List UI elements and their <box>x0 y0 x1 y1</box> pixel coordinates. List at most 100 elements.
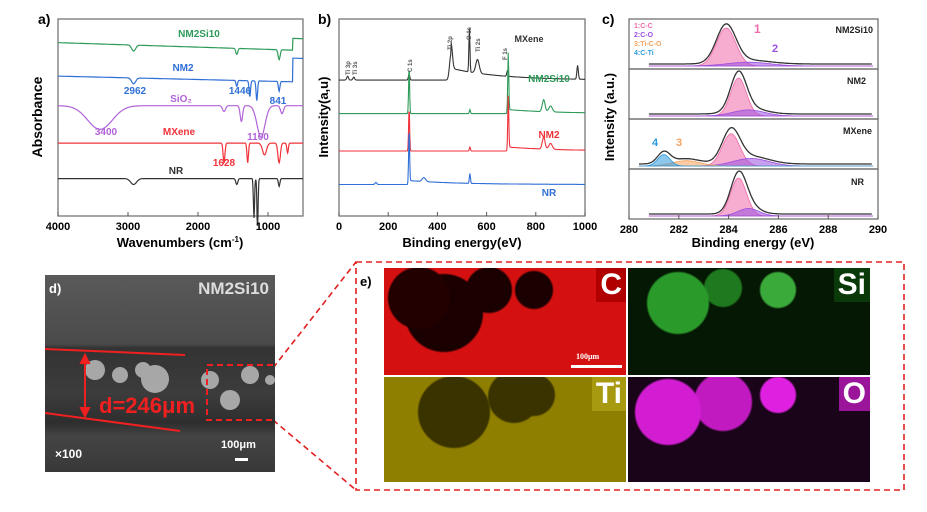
c1s-marker-1: 1 <box>754 22 761 36</box>
eds-element-label-ti: Ti <box>591 377 626 411</box>
c1s-envelope-nm2si10 <box>648 23 872 65</box>
eds-scale-bar <box>571 365 622 368</box>
xps-series-nm2si10 <box>339 52 585 115</box>
ftir-label-nr: NR <box>169 166 184 177</box>
c1s-marker-4: 4 <box>652 137 659 149</box>
c1s-label-nr: NR <box>851 177 864 187</box>
sem-thickness-label: d=246μm <box>99 393 196 418</box>
c1s-x-tick-label: 284 <box>719 224 738 236</box>
ftir-ylabel: Absorbance <box>29 76 45 157</box>
panel-label-a: a) <box>38 11 50 27</box>
ftir-x-tick-label: 2000 <box>186 221 210 233</box>
sem-magnification: ×100 <box>55 447 83 461</box>
c1s-ylabel: Intensity (a.u.) <box>602 73 617 161</box>
ftir-series-nm2 <box>58 57 303 101</box>
eds-map-ti: Ti <box>384 377 626 482</box>
xps-peak-label: Ti 3s <box>353 61 359 75</box>
sem-scale-bar-label: 100μm <box>221 439 256 451</box>
xps-survey-chart: 0 200 400 600 800 1000 <box>336 18 597 233</box>
ftir-label-sio2: SiO₂ <box>170 94 192 105</box>
c1s-x-tick-label: 290 <box>869 224 887 236</box>
xps-x-tick-label: 1000 <box>573 221 597 233</box>
eds-element-label-c: C <box>596 268 626 302</box>
xps-ylabel: Intensity(a,u) <box>316 77 331 158</box>
eds-element-label-si: Si <box>833 268 870 302</box>
c1s-chart: 280 282 284 286 288 290 <box>620 18 887 236</box>
xps-xlabel: Binding energy(eV) <box>402 235 521 250</box>
c1s-subpanel-nr <box>628 168 879 220</box>
ftir-x-tick-label: 4000 <box>46 221 70 233</box>
xps-label-nm2si10: NM2Si10 <box>528 74 570 85</box>
sem-sample-label: NM2Si10 <box>198 279 269 298</box>
xps-series-mxene <box>339 28 585 81</box>
ftir-annotation: 1628 <box>213 158 236 169</box>
ftir-series-sio₂ <box>58 105 303 138</box>
ftir-series-mxene <box>58 142 303 165</box>
c1s-x-tick-label: 282 <box>670 224 688 236</box>
c1s-component-2 <box>648 61 874 67</box>
xps-peak-label: F 1s <box>503 47 509 60</box>
ftir-label-nm2: NM2 <box>172 63 194 74</box>
panel-label-b: b) <box>318 11 331 27</box>
xps-x-tick-label: 800 <box>527 221 545 233</box>
c1s-envelope-nr <box>648 170 872 215</box>
xps-series-nr <box>339 132 585 186</box>
c1s-marker-3: 3 <box>676 137 682 149</box>
c1s-component-2 <box>648 207 874 217</box>
c1s-legend-tico: 3:Ti-C-O <box>634 41 662 48</box>
c1s-component-2 <box>648 109 874 117</box>
eds-map-si: Si <box>628 268 870 375</box>
xps-x-tick-label: 400 <box>428 221 446 233</box>
xps-peak-label: Ti 2p <box>448 36 454 50</box>
c1s-label-nm2: NM2 <box>847 76 866 86</box>
xps-series-nm2 <box>339 95 585 152</box>
c1s-marker-2: 2 <box>772 43 778 55</box>
c1s-legend-cti: 4:C-Ti <box>634 50 654 57</box>
xps-x-tick-label: 200 <box>379 221 397 233</box>
c1s-legend-co: 2:C-O <box>634 32 654 39</box>
eds-map-c: C 100μm <box>384 268 626 375</box>
c1s-envelope-mxene <box>639 127 872 165</box>
zoom-connector <box>272 261 905 491</box>
xps-axes-box <box>338 18 586 217</box>
c1s-component-1 <box>648 177 874 217</box>
ftir-label-nm2si10: NM2Si10 <box>178 29 220 40</box>
xps-peak-label: Ti 3p <box>346 61 352 75</box>
eds-scale-label: 100μm <box>576 352 600 361</box>
xps-x-tick-label: 600 <box>477 221 495 233</box>
sem-image: d) NM2Si10 d=246μm ×100 100μm <box>45 275 275 472</box>
ftir-x-tick-label: 1000 <box>256 221 280 233</box>
ftir-annotation: 841 <box>270 96 287 107</box>
c1s-xlabel: Binding energy (eV) <box>692 235 815 250</box>
ftir-xlabel: Wavenumbers (cm-1) <box>117 235 244 250</box>
xps-label-mxene: MXene <box>514 34 543 44</box>
c1s-x-tick-label: 286 <box>769 224 787 236</box>
panel-label-e: e) <box>360 274 372 289</box>
c1s-component-4 <box>638 154 874 167</box>
ftir-series-nm2si10 <box>57 37 303 61</box>
c1s-envelope-nm2 <box>648 70 872 115</box>
c1s-component-1 <box>648 77 874 117</box>
panel-label-d: d) <box>49 281 62 296</box>
xps-x-tick-label: 0 <box>336 221 342 233</box>
ftir-series-nr <box>58 178 303 226</box>
c1s-label-nm2si10: NM2Si10 <box>835 25 873 35</box>
panel-label-c: c) <box>602 11 614 27</box>
ftir-annotation: 3400 <box>95 127 118 138</box>
eds-map-o: O <box>628 377 870 482</box>
ftir-x-tick-label: 3000 <box>116 221 140 233</box>
xps-label-nr: NR <box>542 188 557 199</box>
ftir-label-mxene: MXene <box>163 127 196 138</box>
ftir-chart: 4000 3000 2000 1000 <box>46 18 304 233</box>
eds-element-label-o: O <box>838 377 870 411</box>
ftir-axes-box <box>57 18 304 217</box>
xps-peak-label: O 1s <box>467 26 473 40</box>
c1s-x-tick-label: 280 <box>620 224 638 236</box>
ftir-annotation: 2962 <box>124 86 147 97</box>
c1s-legend-cc: 1:C-C <box>634 23 653 30</box>
c1s-label-mxene: MXene <box>843 126 872 136</box>
ftir-annotation: 1446 <box>229 86 252 97</box>
xps-peak-label: C 1s <box>408 59 414 72</box>
